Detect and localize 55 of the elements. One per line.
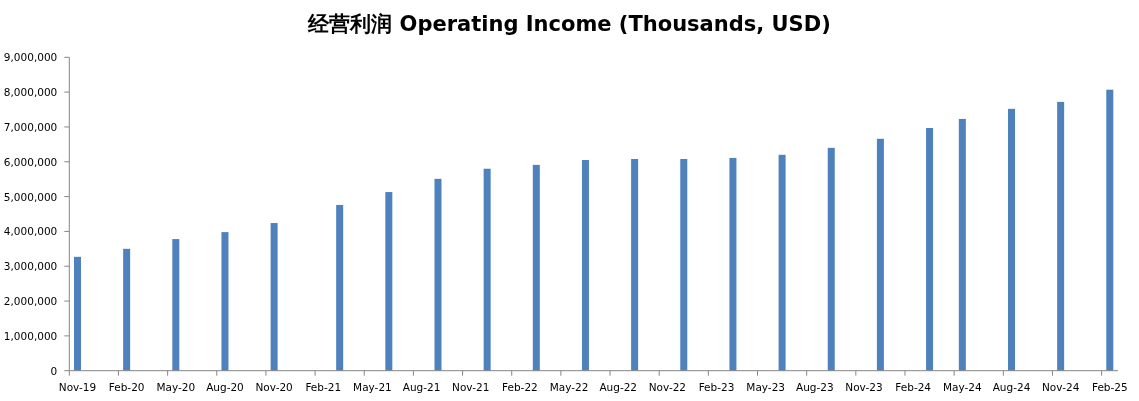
x-tick-label: Nov-23 xyxy=(845,380,883,393)
bar xyxy=(1106,89,1114,371)
y-tick-label: 6,000,000 xyxy=(3,155,58,168)
bar xyxy=(1057,101,1065,371)
x-tick-label: Feb-22 xyxy=(502,380,538,393)
x-tick-label: Feb-21 xyxy=(305,380,342,393)
bar xyxy=(926,127,934,371)
bar xyxy=(73,256,81,371)
y-tick-label: 5,000,000 xyxy=(3,190,58,203)
y-tick-label: 0 xyxy=(50,364,58,377)
bar xyxy=(483,168,491,371)
x-tick-label: Aug-20 xyxy=(206,380,244,393)
x-tick-label: Nov-19 xyxy=(58,380,97,393)
y-tick-label: 4,000,000 xyxy=(3,225,58,238)
bar xyxy=(680,158,688,371)
x-tick-label: Feb-20 xyxy=(108,380,145,393)
x-tick-label: Aug-23 xyxy=(796,380,834,393)
x-tick-label: Aug-22 xyxy=(599,380,638,393)
x-tick-label: Nov-20 xyxy=(255,380,293,393)
bar xyxy=(729,157,737,371)
bar xyxy=(827,147,835,371)
x-tick-label: May-22 xyxy=(549,380,589,393)
bar xyxy=(172,239,180,371)
bar xyxy=(270,223,278,371)
x-tick-label: May-20 xyxy=(156,380,196,393)
bar xyxy=(434,178,442,371)
bar xyxy=(876,138,884,371)
y-tick-label: 9,000,000 xyxy=(3,51,58,64)
bar xyxy=(581,160,589,371)
x-tick-label: Nov-22 xyxy=(648,380,687,393)
x-tick-label: Nov-21 xyxy=(452,380,490,393)
x-tick-label: Aug-21 xyxy=(402,380,441,393)
x-tick-label: Nov-24 xyxy=(1041,380,1080,393)
x-tick-label: Feb-23 xyxy=(698,380,735,393)
bar xyxy=(1007,108,1015,371)
x-tick-label: Aug-24 xyxy=(992,380,1031,393)
bar xyxy=(123,248,131,371)
bar xyxy=(958,118,966,371)
y-tick-label: 7,000,000 xyxy=(3,120,58,133)
bar xyxy=(221,232,229,371)
y-tick-label: 8,000,000 xyxy=(3,86,58,99)
x-tick-label: May-24 xyxy=(942,380,982,393)
bar xyxy=(631,158,639,371)
bar xyxy=(336,204,344,371)
y-tick-label: 2,000,000 xyxy=(3,295,58,308)
bar xyxy=(385,192,393,371)
x-tick-label: Feb-24 xyxy=(895,380,932,393)
y-tick-label: 3,000,000 xyxy=(3,260,58,273)
chart-title: 经营利润 Operating Income (Thousands, USD) xyxy=(307,12,831,36)
x-tick-label: May-23 xyxy=(746,380,786,393)
x-tick-label: Feb-25 xyxy=(1091,380,1128,393)
y-tick-label: 1,000,000 xyxy=(3,329,58,342)
bar xyxy=(532,164,540,371)
bar xyxy=(778,154,786,371)
x-tick-label: May-21 xyxy=(353,380,392,393)
